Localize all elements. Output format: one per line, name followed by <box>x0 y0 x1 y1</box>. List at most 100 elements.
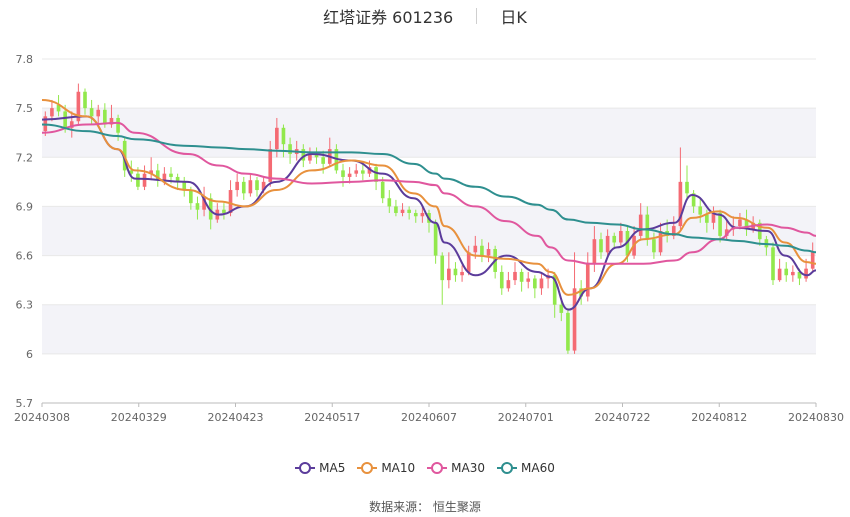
y-tick-label: 7.2 <box>16 151 34 164</box>
candle-body <box>698 206 703 215</box>
candle-body <box>261 181 266 191</box>
candle-body <box>321 157 325 164</box>
candle-body <box>129 170 134 174</box>
candle-body <box>440 255 445 281</box>
candle-body <box>519 271 524 282</box>
data-source: 数据来源： 恒生聚源 <box>0 498 850 515</box>
x-tick-label: 20240423 <box>208 411 264 424</box>
candle-body <box>235 181 239 191</box>
candle-body <box>96 109 101 117</box>
candle-body <box>103 109 107 125</box>
legend-item-ma30[interactable]: MA30 <box>427 461 485 475</box>
legend-label: MA5 <box>319 461 346 475</box>
candle-body <box>268 149 273 182</box>
candle-body <box>559 304 564 313</box>
candle-body <box>533 278 537 289</box>
candle-body <box>658 231 663 253</box>
candle-body <box>116 117 120 133</box>
candle-body <box>155 170 160 181</box>
legend-label: MA10 <box>381 461 416 475</box>
candle-body <box>810 252 815 269</box>
candle-body <box>56 104 61 112</box>
ma5-line <box>41 115 817 311</box>
candle-body <box>347 173 352 177</box>
candle-body <box>400 209 405 213</box>
candle-body <box>222 209 226 213</box>
candle-body <box>136 173 140 187</box>
legend-swatch <box>295 462 316 474</box>
candle-body <box>486 249 491 256</box>
candle-body <box>797 271 802 279</box>
chart-title-bar: 红塔证券 601236 日K <box>0 4 850 30</box>
candle-body <box>281 127 286 145</box>
candle-body <box>652 239 656 253</box>
candle-body <box>447 268 451 281</box>
y-tick-label: 5.7 <box>16 397 34 410</box>
candle-body <box>248 180 253 194</box>
candle-body <box>619 231 623 243</box>
x-tick-label: 20240812 <box>691 411 747 424</box>
candle-body <box>678 181 683 227</box>
ma10-line <box>41 98 817 296</box>
candle-body <box>341 170 345 177</box>
candle-body <box>744 219 749 230</box>
candle-body <box>255 180 259 191</box>
legend-item-ma10[interactable]: MA10 <box>357 461 415 475</box>
candle-body <box>374 167 378 182</box>
legend-dot <box>431 462 444 474</box>
candle-body <box>162 173 167 181</box>
candle-body <box>612 235 617 243</box>
candle-body <box>645 214 650 240</box>
legend-label: MA60 <box>521 461 555 475</box>
candle-body <box>189 190 193 204</box>
candle-body <box>354 170 359 174</box>
candle-body <box>513 271 517 281</box>
grid-band <box>42 108 816 158</box>
candle-body <box>599 239 603 253</box>
period-selector[interactable]: 日K <box>500 8 527 27</box>
x-tick-label: 20240607 <box>401 411 457 424</box>
candle-body <box>288 144 292 155</box>
x-tick-label: 20240329 <box>111 411 167 424</box>
candle-body <box>109 117 114 125</box>
candle-body <box>585 263 590 297</box>
candle-body <box>506 280 511 289</box>
candle-body <box>791 271 795 276</box>
candle-body <box>175 176 180 182</box>
candlesticks <box>43 83 815 354</box>
candle-body <box>69 121 74 128</box>
candle-body <box>420 212 425 217</box>
candle-body <box>182 181 187 191</box>
source-label: 数据来源： <box>369 500 430 514</box>
candle-body <box>592 239 597 264</box>
candle-body <box>380 181 385 199</box>
candle-body <box>334 149 339 171</box>
y-tick-label: 6.6 <box>16 250 34 263</box>
candle-body <box>453 268 458 276</box>
title-separator <box>476 8 478 24</box>
candle-body <box>777 268 782 281</box>
candle-body <box>50 108 54 117</box>
candle-body <box>526 278 531 282</box>
candle-body <box>671 226 676 236</box>
y-tick-label: 6 <box>26 348 33 361</box>
candle-body <box>784 268 789 276</box>
ma60-line <box>41 123 817 254</box>
chart-title: 红塔证券 601236 <box>323 8 454 27</box>
x-tick-label: 20240722 <box>595 411 651 424</box>
candle-body <box>301 149 306 161</box>
legend-item-ma60[interactable]: MA60 <box>497 461 555 475</box>
y-tick-label: 7.5 <box>16 102 34 115</box>
candle-body <box>76 91 81 122</box>
y-tick-label: 6.9 <box>16 200 34 213</box>
candle-body <box>579 288 583 297</box>
legend-item-ma5[interactable]: MA5 <box>295 461 345 475</box>
grid-band <box>42 304 816 354</box>
candle-body <box>275 127 279 150</box>
candle-body <box>314 154 319 158</box>
legend-swatch <box>427 462 448 474</box>
candle-body <box>208 198 213 220</box>
candle-body <box>460 271 464 276</box>
candle-body <box>499 271 504 289</box>
candle-body <box>473 245 478 253</box>
